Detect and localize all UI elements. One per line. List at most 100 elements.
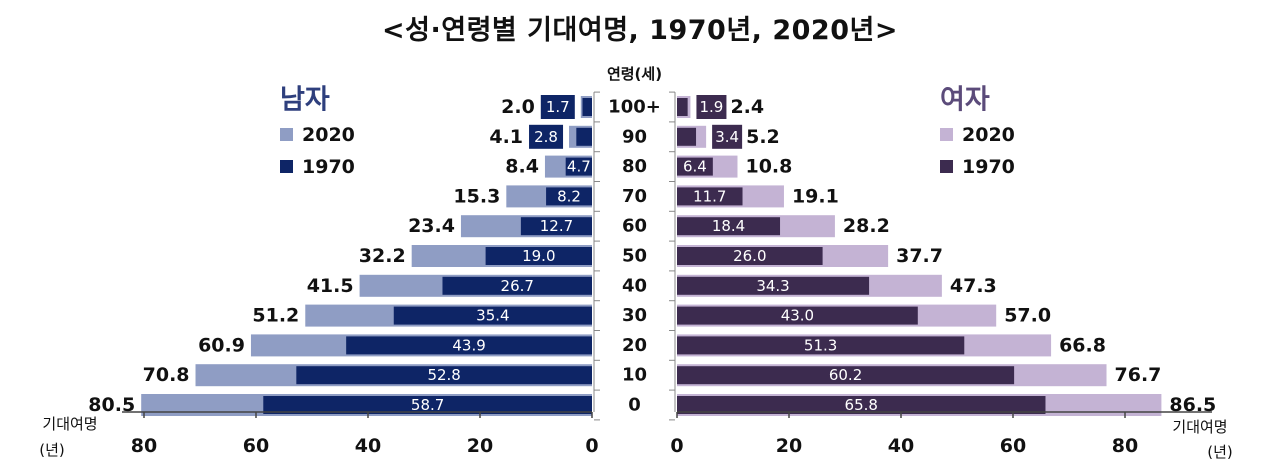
label-female-2020: 47.3 [950,275,997,297]
age-label: 80 [622,156,647,177]
x-tick-label-male: 20 [467,435,493,457]
label-female-1970: 26.0 [733,247,766,265]
age-label: 50 [622,246,647,267]
bar-female-1970 [677,366,1015,385]
x-tick-label-female: 40 [888,435,914,457]
legend-swatch-male-1970 [280,160,293,173]
age-label: 40 [622,275,647,296]
age-label: 70 [622,186,647,207]
x-tick-label-male: 40 [355,435,381,457]
bar-male-1970 [520,217,592,236]
label-box-male-1970 [529,124,564,149]
label-female-1970: 3.4 [715,128,739,146]
x-axis-unit-female: (년) [1207,443,1233,461]
bar-male-1970 [263,396,592,414]
label-female-1970: 34.3 [756,277,789,295]
bar-female-1970 [677,336,965,355]
age-label: 30 [622,305,647,326]
label-female-1970: 1.9 [700,98,724,116]
x-axis-title-female: 기대여명 [1172,418,1227,436]
age-label: 90 [622,126,647,147]
legend-swatch-female-2020 [940,128,953,141]
legend-title-male: 남자 [280,85,330,116]
bar-female-1970 [677,187,743,206]
label-female-2020: 37.7 [896,245,943,267]
legend-label-female-1970: 1970 [962,156,1015,178]
label-female-2020: 28.2 [843,215,890,237]
legend-label-female-2020: 2020 [962,124,1015,146]
label-female-2020: 2.4 [730,96,764,118]
bar-male-1970 [582,98,592,116]
label-female-2020: 5.2 [746,126,780,148]
label-female-2020: 76.7 [1115,364,1162,386]
age-label: 60 [622,216,647,237]
age-label: 10 [622,365,647,386]
bar-male-1970 [485,247,592,265]
label-male-2020: 32.2 [359,245,406,267]
label-male-2020: 70.8 [143,364,190,386]
bar-female-1970 [677,247,823,265]
label-female-1970: 65.8 [845,396,878,414]
age-label: 0 [628,395,641,416]
x-tick-label-male: 80 [131,435,157,457]
label-male-1970: 8.2 [557,187,581,205]
x-tick-label-female: 60 [1000,435,1026,457]
label-male-2020: 2.0 [501,96,535,118]
label-male-1970: 43.9 [452,336,485,354]
label-female-1970: 6.4 [683,158,707,176]
label-male-1970: 26.7 [501,277,534,295]
label-box-female-1970 [712,124,743,149]
x-axis-title-male: 기대여명 [42,415,97,433]
bar-male-1970 [565,157,592,176]
label-female-1970: 11.7 [693,187,726,205]
legend-label-male-2020: 2020 [302,124,355,146]
label-male-1970: 52.8 [427,366,460,384]
bar-female-1970 [677,217,781,236]
x-tick-label-female: 20 [776,435,802,457]
label-male-2020: 51.2 [252,305,299,327]
label-male-2020: 15.3 [453,185,500,207]
label-male-1970: 35.4 [476,307,509,325]
bar-male-1970 [442,276,592,295]
label-male-1970: 12.7 [540,217,573,235]
x-tick-label-male: 0 [585,435,598,457]
label-female-2020: 19.1 [792,185,839,207]
label-box-female-1970 [696,95,727,119]
label-male-1970: 2.8 [534,128,558,146]
label-female-2020: 10.8 [745,156,792,178]
legend-title-female: 여자 [940,85,990,116]
bar-female-1970 [677,396,1046,414]
bar-male-1970 [576,127,592,146]
bar-female-1970 [677,98,688,116]
label-male-2020: 23.4 [408,215,455,237]
legend-swatch-male-2020 [280,128,293,141]
label-male-1970: 1.7 [546,98,570,116]
legend-swatch-female-1970 [940,160,953,173]
label-male-2020: 41.5 [307,275,354,297]
x-axis-unit-male: (년) [39,441,65,459]
label-female-1970: 51.3 [804,336,837,354]
bar-male-1970 [346,336,592,355]
age-label: 20 [622,335,647,356]
label-female-2020: 66.8 [1059,334,1106,356]
age-axis-label: 연령(세) [607,65,662,83]
label-male-2020: 60.9 [198,334,245,356]
x-tick-label-female: 80 [1112,435,1138,457]
bar-female-1970 [677,157,713,176]
label-female-1970: 18.4 [712,217,745,235]
label-male-1970: 4.7 [567,158,591,176]
label-box-male-1970 [540,95,575,119]
label-male-2020: 80.5 [88,394,135,416]
label-female-1970: 43.0 [781,307,814,325]
bar-female-1970 [677,276,870,295]
label-male-1970: 58.7 [411,396,444,414]
bar-female-1970 [677,127,697,146]
chart-title: <성·연령별 기대여명, 1970년, 2020년> [382,15,898,46]
age-label: 100+ [608,97,661,118]
label-female-2020: 57.0 [1004,305,1051,327]
bar-male-1970 [296,366,592,385]
bar-male-1970 [546,187,592,206]
bar-female-1970 [677,306,918,325]
x-tick-label-male: 60 [243,435,269,457]
